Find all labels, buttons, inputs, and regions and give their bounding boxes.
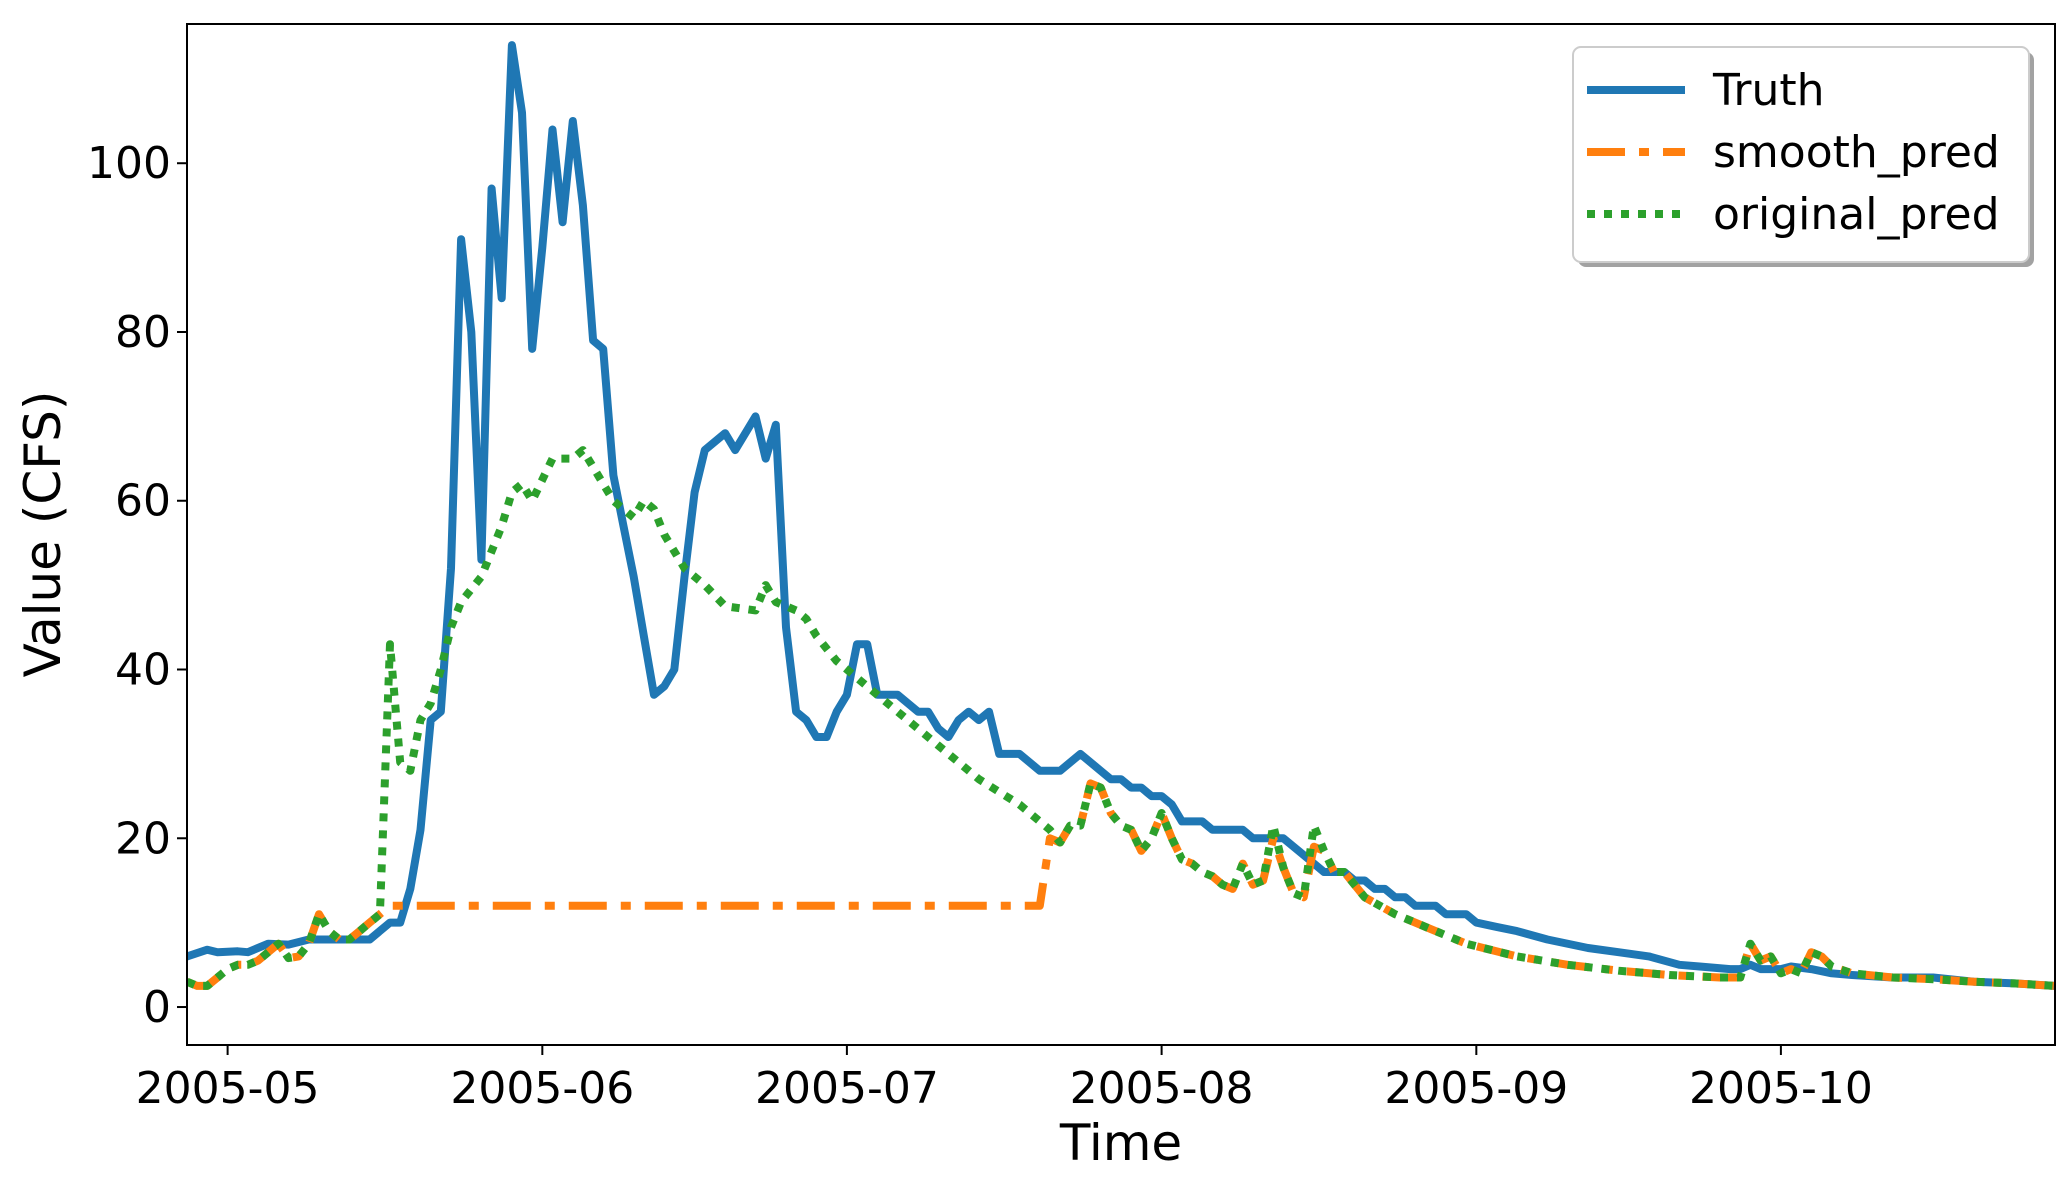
y-tick-label: 40 — [115, 645, 171, 696]
legend: Truth smooth_pred original_pred — [1572, 46, 2034, 267]
legend-label-smooth-pred: smooth_pred — [1713, 127, 2000, 178]
y-tick-label: 60 — [115, 476, 171, 527]
legend-label-truth: Truth — [1712, 65, 1825, 116]
y-axis-label: Value (CFS) — [14, 391, 72, 678]
x-tick-label: 2005-10 — [1689, 1063, 1873, 1114]
x-axis: 2005-05 2005-06 2005-07 2005-08 2005-09 2005-… — [136, 1045, 1873, 1114]
y-tick-label: 20 — [115, 813, 171, 864]
x-tick-label: 2005-08 — [1070, 1063, 1254, 1114]
plot-area-frame — [186, 23, 2056, 1046]
series-layer — [187, 41, 2055, 990]
y-axis: 0 20 40 60 80 100 — [87, 138, 187, 1033]
y-tick-label: 100 — [87, 138, 171, 189]
x-axis-label: Time — [1059, 1114, 1182, 1172]
series-line-original-pred — [187, 446, 2055, 990]
x-tick-label: 2005-09 — [1384, 1063, 1568, 1114]
y-tick-label: 0 — [143, 982, 171, 1033]
x-tick-label: 2005-06 — [450, 1063, 634, 1114]
y-tick-label: 80 — [115, 307, 171, 358]
series-line-truth — [187, 41, 2055, 990]
x-tick-label: 2005-05 — [136, 1063, 320, 1114]
legend-box — [1572, 46, 2030, 263]
legend-label-original-pred: original_pred — [1713, 189, 2000, 240]
x-tick-label: 2005-07 — [755, 1063, 939, 1114]
